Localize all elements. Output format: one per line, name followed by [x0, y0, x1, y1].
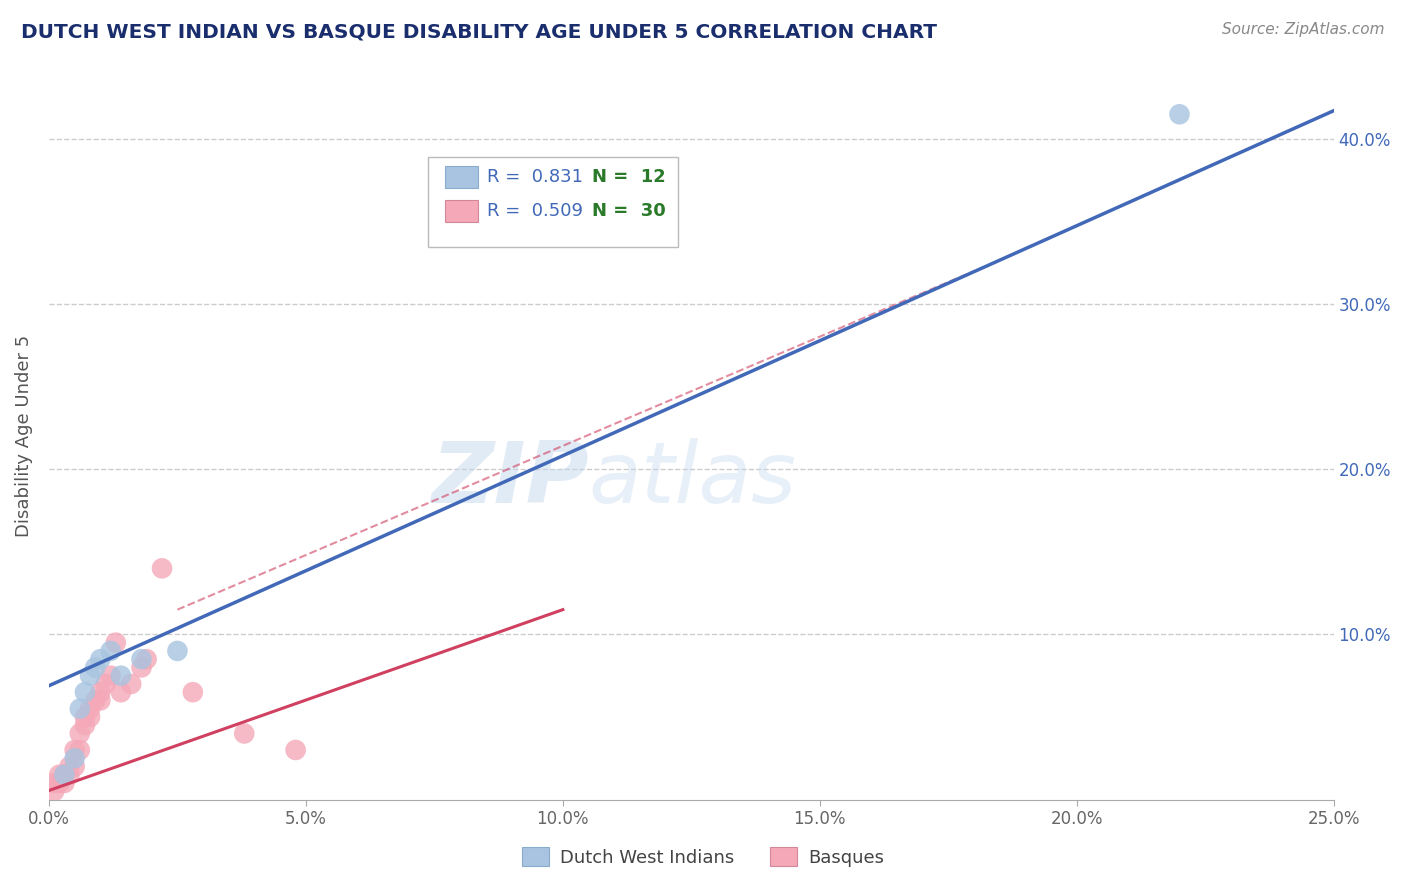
Point	[89, 685, 111, 699]
Point	[53, 768, 76, 782]
Point	[131, 652, 153, 666]
Point	[73, 710, 96, 724]
Text: N =  12: N = 12	[592, 168, 666, 186]
Point	[42, 784, 65, 798]
Point	[69, 726, 91, 740]
Point	[110, 668, 132, 682]
Point	[131, 660, 153, 674]
Point	[48, 776, 70, 790]
Point	[84, 660, 107, 674]
Point	[135, 652, 157, 666]
Point	[69, 743, 91, 757]
Point	[110, 685, 132, 699]
Point	[79, 702, 101, 716]
Point	[42, 776, 65, 790]
Text: DUTCH WEST INDIAN VS BASQUE DISABILITY AGE UNDER 5 CORRELATION CHART: DUTCH WEST INDIAN VS BASQUE DISABILITY A…	[21, 22, 936, 41]
Point	[63, 751, 86, 765]
Text: Source: ZipAtlas.com: Source: ZipAtlas.com	[1222, 22, 1385, 37]
Text: R =  0.509: R = 0.509	[486, 202, 583, 220]
Point	[79, 668, 101, 682]
Point	[284, 743, 307, 757]
Point	[58, 759, 80, 773]
Point	[100, 644, 122, 658]
Text: R =  0.831: R = 0.831	[486, 168, 583, 186]
Point	[84, 693, 107, 707]
Point	[63, 759, 86, 773]
Point	[166, 644, 188, 658]
Point	[73, 685, 96, 699]
Text: atlas: atlas	[589, 438, 797, 521]
Point	[89, 652, 111, 666]
Point	[79, 710, 101, 724]
FancyBboxPatch shape	[427, 156, 679, 247]
Legend: Dutch West Indians, Basques: Dutch West Indians, Basques	[515, 840, 891, 874]
Point	[69, 702, 91, 716]
Point	[150, 561, 173, 575]
Point	[1168, 107, 1191, 121]
Point	[94, 677, 117, 691]
Point	[181, 685, 204, 699]
FancyBboxPatch shape	[444, 200, 478, 222]
Point	[58, 768, 80, 782]
Point	[104, 635, 127, 649]
Text: ZIP: ZIP	[430, 438, 589, 521]
Point	[89, 693, 111, 707]
Point	[48, 768, 70, 782]
Point	[73, 718, 96, 732]
Point	[53, 776, 76, 790]
Text: N =  30: N = 30	[592, 202, 666, 220]
Point	[53, 768, 76, 782]
Point	[233, 726, 256, 740]
Point	[100, 668, 122, 682]
FancyBboxPatch shape	[444, 166, 478, 188]
Point	[120, 677, 142, 691]
Point	[63, 743, 86, 757]
Y-axis label: Disability Age Under 5: Disability Age Under 5	[15, 335, 32, 537]
